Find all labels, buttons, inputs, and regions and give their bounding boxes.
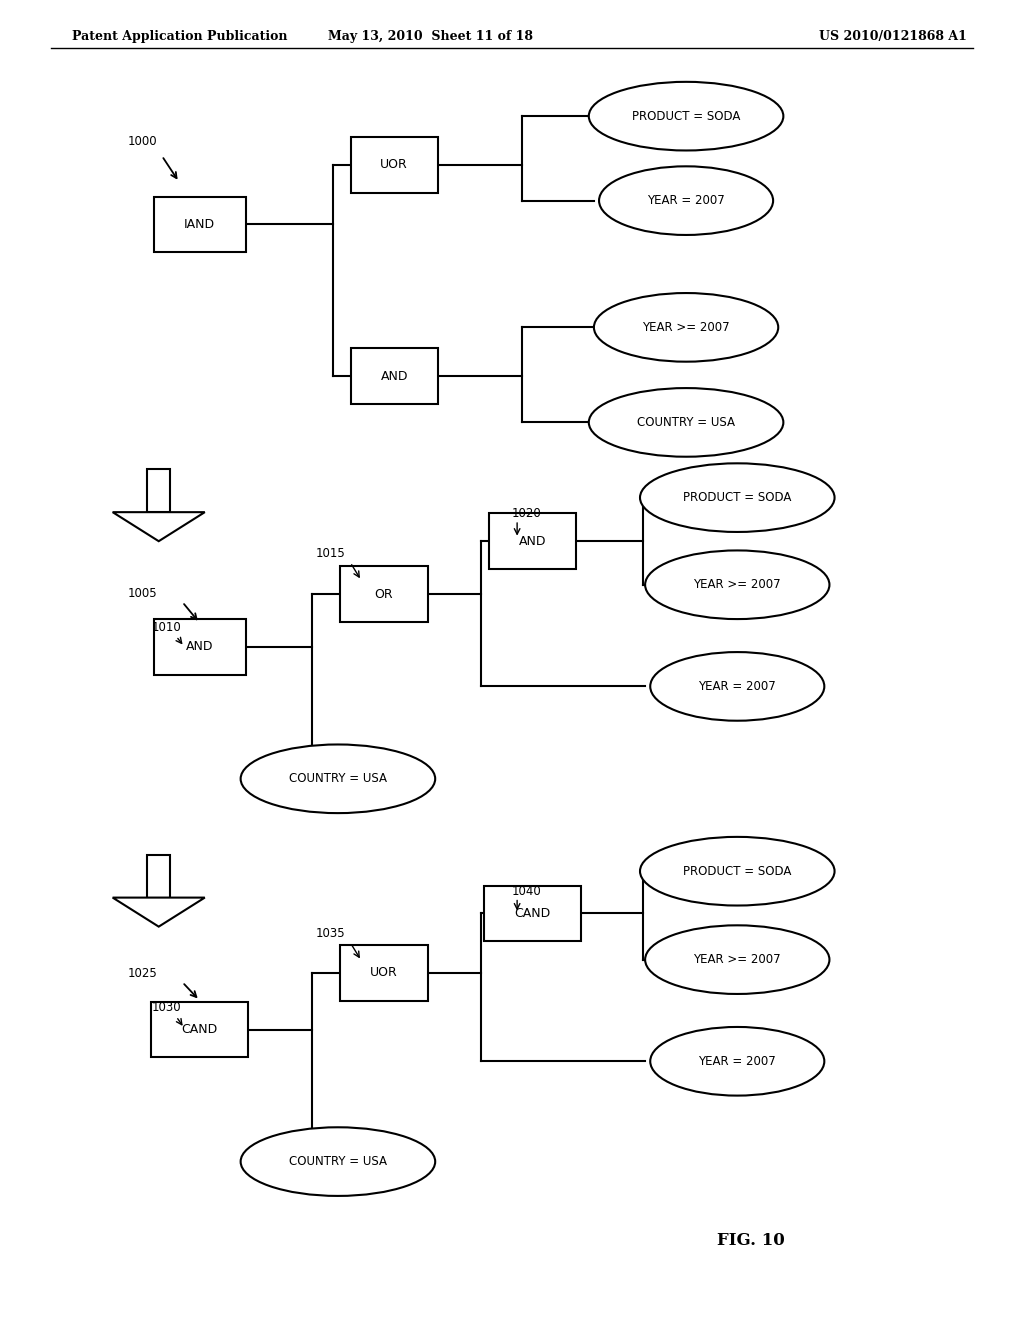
Ellipse shape <box>650 652 824 721</box>
Text: IAND: IAND <box>184 218 215 231</box>
Text: 1005: 1005 <box>128 586 158 599</box>
Text: Patent Application Publication: Patent Application Publication <box>72 30 287 44</box>
FancyBboxPatch shape <box>484 886 582 941</box>
Text: UOR: UOR <box>380 158 409 172</box>
Text: 1000: 1000 <box>128 135 158 148</box>
Text: COUNTRY = USA: COUNTRY = USA <box>637 416 735 429</box>
Ellipse shape <box>640 463 835 532</box>
Text: 1040: 1040 <box>512 884 542 898</box>
Text: YEAR >= 2007: YEAR >= 2007 <box>693 953 781 966</box>
Text: 1030: 1030 <box>152 1001 181 1014</box>
Ellipse shape <box>589 388 783 457</box>
Polygon shape <box>113 512 205 541</box>
Ellipse shape <box>640 837 835 906</box>
Text: COUNTRY = USA: COUNTRY = USA <box>289 772 387 785</box>
Text: CAND: CAND <box>181 1023 218 1036</box>
Text: YEAR >= 2007: YEAR >= 2007 <box>642 321 730 334</box>
Text: AND: AND <box>381 370 408 383</box>
Polygon shape <box>113 898 205 927</box>
FancyBboxPatch shape <box>154 197 246 252</box>
FancyBboxPatch shape <box>340 945 428 1001</box>
Text: AND: AND <box>519 535 546 548</box>
FancyBboxPatch shape <box>147 469 170 512</box>
Text: May 13, 2010  Sheet 11 of 18: May 13, 2010 Sheet 11 of 18 <box>328 30 532 44</box>
Text: AND: AND <box>186 640 213 653</box>
Ellipse shape <box>645 925 829 994</box>
FancyBboxPatch shape <box>350 348 438 404</box>
Text: OR: OR <box>375 587 393 601</box>
Text: 1035: 1035 <box>315 927 345 940</box>
Ellipse shape <box>645 550 829 619</box>
Ellipse shape <box>589 82 783 150</box>
Ellipse shape <box>241 1127 435 1196</box>
Text: 1020: 1020 <box>512 507 542 520</box>
Ellipse shape <box>599 166 773 235</box>
FancyBboxPatch shape <box>350 137 438 193</box>
Text: PRODUCT = SODA: PRODUCT = SODA <box>683 865 792 878</box>
Text: 1015: 1015 <box>315 546 345 560</box>
Text: 1025: 1025 <box>128 966 158 979</box>
Ellipse shape <box>650 1027 824 1096</box>
Ellipse shape <box>241 744 435 813</box>
Ellipse shape <box>594 293 778 362</box>
Text: PRODUCT = SODA: PRODUCT = SODA <box>683 491 792 504</box>
FancyBboxPatch shape <box>147 855 170 898</box>
FancyBboxPatch shape <box>152 1002 249 1057</box>
FancyBboxPatch shape <box>489 513 575 569</box>
Text: FIG. 10: FIG. 10 <box>717 1233 784 1249</box>
Text: COUNTRY = USA: COUNTRY = USA <box>289 1155 387 1168</box>
Text: UOR: UOR <box>370 966 398 979</box>
FancyBboxPatch shape <box>154 619 246 675</box>
Text: US 2010/0121868 A1: US 2010/0121868 A1 <box>819 30 967 44</box>
FancyBboxPatch shape <box>340 566 428 622</box>
Text: YEAR >= 2007: YEAR >= 2007 <box>693 578 781 591</box>
Text: YEAR = 2007: YEAR = 2007 <box>698 680 776 693</box>
Text: CAND: CAND <box>514 907 551 920</box>
Text: YEAR = 2007: YEAR = 2007 <box>698 1055 776 1068</box>
Text: 1010: 1010 <box>152 620 181 634</box>
Text: PRODUCT = SODA: PRODUCT = SODA <box>632 110 740 123</box>
Text: YEAR = 2007: YEAR = 2007 <box>647 194 725 207</box>
